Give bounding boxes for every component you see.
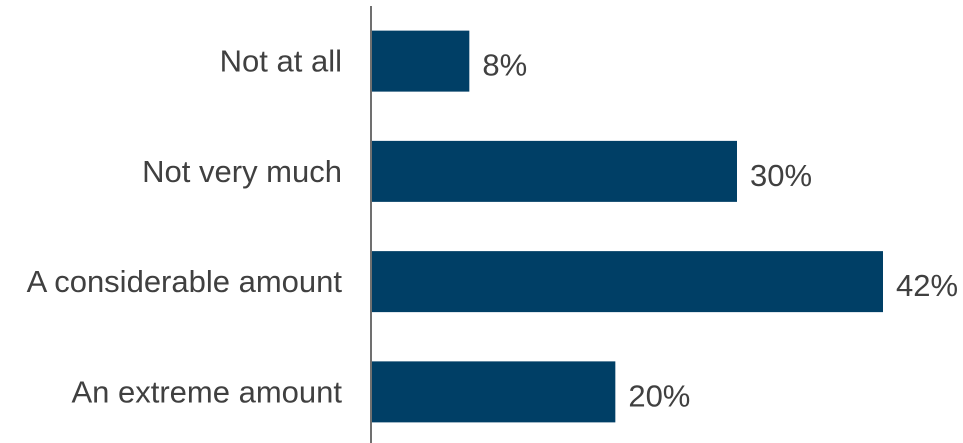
value-label: 42% xyxy=(896,268,958,303)
bar-0 xyxy=(372,30,470,92)
value-label: 8% xyxy=(482,48,527,83)
value-label: 20% xyxy=(628,378,690,413)
value-labels-group: 8% 30% 42% 20% xyxy=(482,48,958,414)
category-labels-group: Not at all Not very much A considerable am… xyxy=(27,44,343,410)
bar-3 xyxy=(372,361,616,423)
bar-1 xyxy=(372,140,737,202)
category-label: Not very much xyxy=(142,154,342,189)
category-label: An extreme amount xyxy=(71,374,342,409)
category-label: A considerable amount xyxy=(27,264,343,299)
value-label: 30% xyxy=(750,158,812,193)
bars-group xyxy=(372,30,883,423)
category-label: Not at all xyxy=(220,44,342,79)
bar-2 xyxy=(372,251,883,313)
